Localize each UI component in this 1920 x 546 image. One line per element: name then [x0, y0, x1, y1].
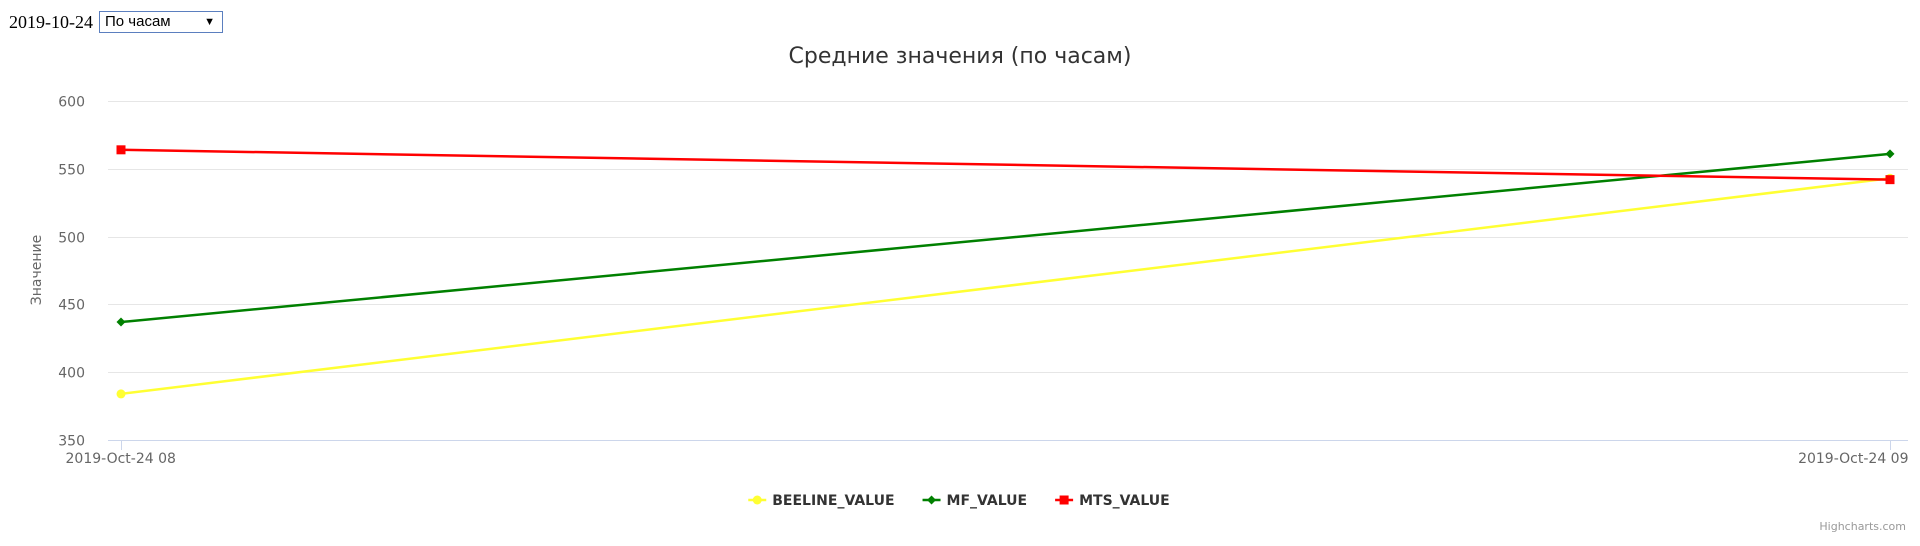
legend-item[interactable]: MTS_VALUE: [1055, 493, 1170, 509]
series-mts-value: [116, 145, 1895, 185]
legend-item[interactable]: BEELINE_VALUE: [748, 493, 895, 509]
legend-label: BEELINE_VALUE: [772, 493, 894, 509]
legend[interactable]: BEELINE_VALUE MF_VALUE MTS_VALUE: [748, 493, 1170, 509]
legend-marker-icon: [752, 495, 762, 505]
x-tick-label: 2019-Oct-24 08: [66, 451, 176, 467]
data-point[interactable]: [116, 317, 126, 327]
y-axis-title: Значение: [29, 235, 45, 305]
legend-marker-icon: [927, 495, 937, 505]
series-beeline-value: [116, 173, 1895, 399]
period-select[interactable]: По часам ▼: [99, 11, 223, 33]
y-tick-label: 500: [58, 231, 85, 247]
y-tick-label: 600: [58, 95, 85, 111]
axes: 350 400 450 500 550 600 2019-Oct-24 08 2019-Oct…: [58, 95, 1908, 468]
y-tick-label: 450: [58, 298, 85, 314]
series-line[interactable]: [119, 152, 1892, 324]
legend-label: MF_VALUE: [947, 493, 1028, 509]
period-select-value: По часам: [105, 13, 171, 30]
legend-label: MTS_VALUE: [1079, 493, 1170, 509]
credits-text[interactable]: Highcharts.com: [1819, 520, 1906, 533]
data-point[interactable]: [1885, 175, 1895, 185]
series-line[interactable]: [119, 177, 1892, 396]
y-tick-label: 350: [58, 434, 85, 450]
controls-bar: 2019-10-24 По часам ▼: [9, 9, 223, 35]
series: [116, 145, 1895, 399]
series-mf-value: [116, 149, 1895, 327]
y-tick-label: 550: [58, 163, 85, 179]
y-tick-label: 400: [58, 366, 85, 382]
chevron-down-icon: ▼: [204, 16, 215, 28]
data-point[interactable]: [116, 389, 126, 399]
data-point[interactable]: [116, 145, 126, 155]
legend-marker-icon: [1059, 495, 1069, 505]
chart-title: Средние значения (по часам): [789, 44, 1132, 69]
series-line[interactable]: [119, 148, 1892, 181]
legend-item[interactable]: MF_VALUE: [922, 493, 1028, 509]
data-point[interactable]: [1885, 149, 1895, 159]
date-label: 2019-10-24: [9, 11, 93, 32]
x-tick-label: 2019-Oct-24 09: [1798, 451, 1908, 467]
